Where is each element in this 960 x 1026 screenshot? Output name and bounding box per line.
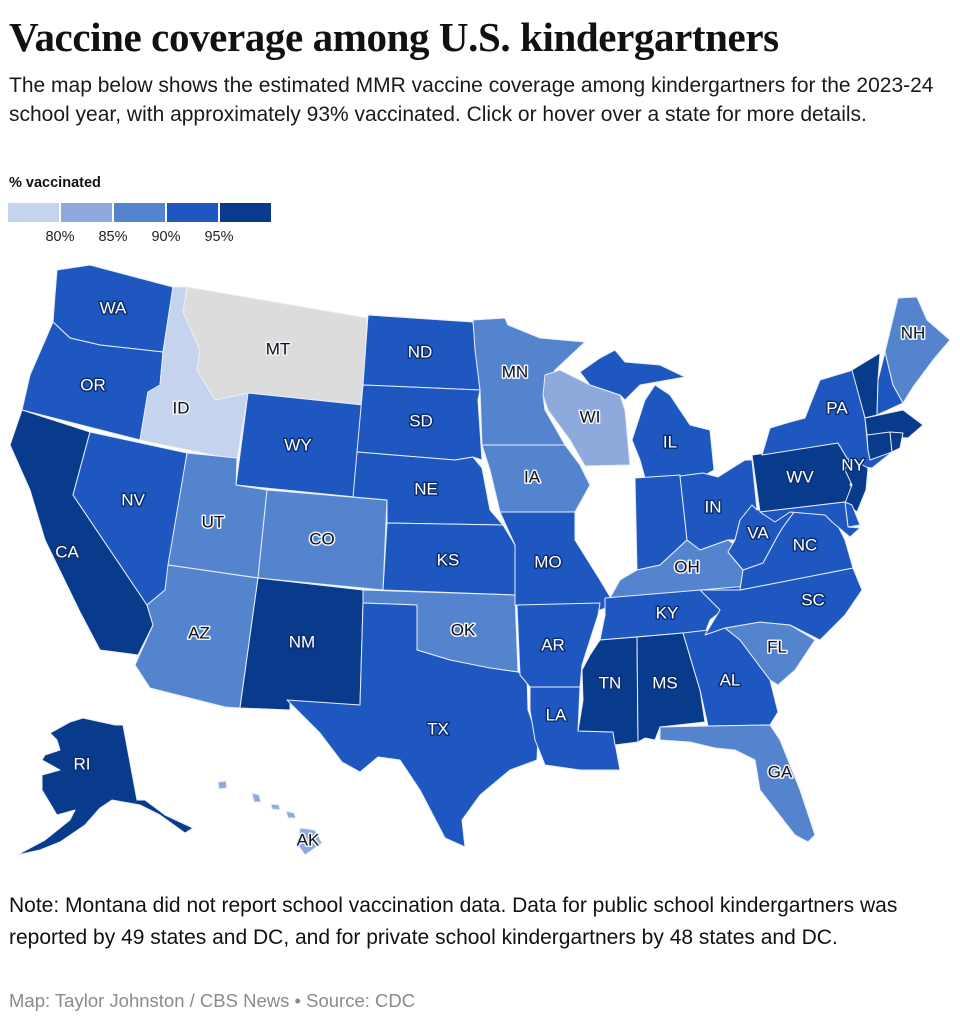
state-nd[interactable] (362, 314, 481, 391)
legend-title: % vaccinated (9, 175, 101, 191)
subtitle: The map below shows the estimated MMR va… (9, 74, 934, 126)
state-ia[interactable] (481, 444, 591, 513)
legend-swatch-3 (114, 203, 165, 222)
states-layer (9, 264, 951, 856)
state-fl[interactable] (659, 724, 816, 843)
legend-tick-85: 85% (98, 229, 128, 245)
legend-swatch-4 (167, 203, 218, 222)
state-nm[interactable] (239, 577, 364, 711)
legend-swatch-2 (61, 203, 112, 222)
page-title: Vaccine coverage among U.S. kindergartne… (9, 14, 779, 60)
state-hi-part-3[interactable] (270, 803, 281, 811)
footnote: Note: Montana did not report school vacc… (9, 894, 898, 949)
state-wi[interactable] (542, 369, 631, 467)
legend-tick-95: 95% (204, 229, 234, 245)
state-hi-part-1[interactable] (217, 780, 228, 790)
state-wy[interactable] (235, 392, 364, 498)
state-mo[interactable] (499, 511, 616, 611)
state-hi-part-4[interactable] (285, 810, 297, 819)
state-ri[interactable] (889, 431, 904, 453)
state-me[interactable] (884, 296, 951, 404)
state-mt[interactable] (182, 286, 368, 406)
state-ms[interactable] (577, 636, 639, 746)
state-wv[interactable] (727, 504, 798, 571)
state-ks[interactable] (382, 522, 516, 596)
state-ct[interactable] (866, 431, 893, 461)
source-credit: Map: Taylor Johnston / CBS News • Source… (9, 990, 416, 1011)
state-ar[interactable] (516, 602, 601, 688)
legend-color-scale (8, 203, 271, 222)
legend-tick-80: 80% (45, 229, 75, 245)
state-ma[interactable] (864, 409, 924, 439)
state-mi[interactable] (631, 384, 715, 479)
state-md[interactable] (759, 501, 861, 538)
state-co[interactable] (257, 489, 388, 591)
state-ne[interactable] (352, 451, 504, 526)
legend-tick-90: 90% (151, 229, 181, 245)
state-mi-upper[interactable] (579, 349, 686, 401)
state-tx[interactable] (286, 602, 539, 848)
state-ak[interactable] (16, 717, 194, 856)
legend-swatch-5 (220, 203, 271, 222)
state-hi[interactable] (297, 827, 323, 856)
state-sd[interactable] (356, 384, 483, 461)
legend-swatch-1 (8, 203, 59, 222)
state-la[interactable] (529, 686, 621, 771)
state-hi-part-2[interactable] (251, 792, 262, 803)
